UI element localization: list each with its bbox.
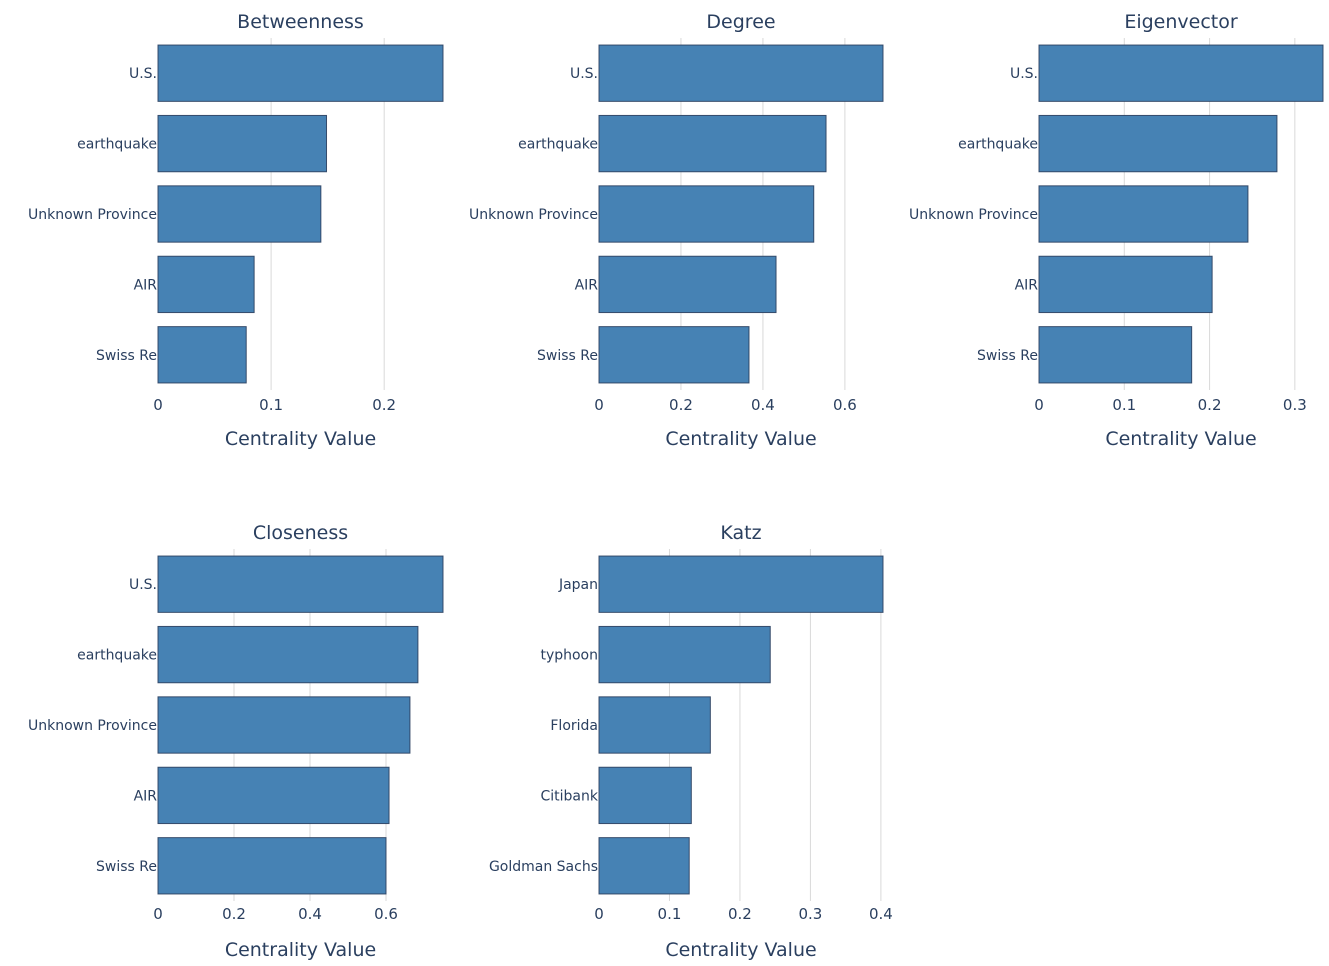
x-tick-label: 0 xyxy=(594,396,604,414)
category-label: Japan xyxy=(558,577,598,593)
x-tick-label: 0.1 xyxy=(658,905,682,923)
category-label: AIR xyxy=(134,277,158,293)
category-label: U.S. xyxy=(129,577,157,593)
x-tick-label: 0 xyxy=(594,905,604,923)
x-tick-label: 0.3 xyxy=(1283,396,1307,414)
category-label: U.S. xyxy=(570,66,598,82)
bar-japan xyxy=(598,555,884,613)
x-axis-title: Centrality Value xyxy=(665,939,816,961)
bar-swiss-re xyxy=(598,326,750,384)
category-label: Florida xyxy=(550,718,598,734)
category-label: Swiss Re xyxy=(977,348,1038,364)
subplot-title: Closeness xyxy=(253,522,348,544)
x-tick-label: 0.4 xyxy=(751,396,775,414)
x-axis-title: Centrality Value xyxy=(225,428,376,450)
x-tick-label: 0.2 xyxy=(222,905,246,923)
category-label: earthquake xyxy=(958,137,1038,153)
bar-citibank xyxy=(598,766,692,825)
subplot-degree: U.S. earthquake Unknown Province AIR Swiss R… xyxy=(469,11,884,450)
bar-air xyxy=(1038,255,1213,314)
category-label: Swiss Re xyxy=(96,348,157,364)
category-label: AIR xyxy=(575,277,599,293)
x-tick-label: 0.1 xyxy=(1112,396,1136,414)
bar-u-s- xyxy=(157,44,444,102)
category-label: Unknown Province xyxy=(28,718,157,734)
category-label: Unknown Province xyxy=(469,207,598,223)
subplot-title: Katz xyxy=(720,522,761,544)
bar-swiss-re xyxy=(1038,326,1193,384)
x-tick-label: 0.4 xyxy=(298,905,322,923)
bar-swiss-re xyxy=(157,837,387,895)
x-tick-label: 0.4 xyxy=(869,905,893,923)
x-axis-title: Centrality Value xyxy=(1105,428,1256,450)
category-label: Citibank xyxy=(541,788,599,804)
x-tick-label: 0 xyxy=(153,396,163,414)
bar-earthquake xyxy=(598,114,827,173)
bar-earthquake xyxy=(157,625,419,684)
subplot-closeness: U.S. earthquake Unknown Province AIR Swiss R… xyxy=(28,522,444,961)
x-tick-label: 0 xyxy=(1034,396,1044,414)
category-label: Swiss Re xyxy=(537,348,598,364)
bar-air xyxy=(157,766,390,825)
category-label: U.S. xyxy=(129,66,157,82)
bar-earthquake xyxy=(1038,114,1278,173)
subplot-katz: Japan typhoon Florida Citibank Goldman Sachs… xyxy=(489,522,893,961)
bar-earthquake xyxy=(157,114,328,173)
bar-unknown-province xyxy=(598,185,815,243)
bar-u-s- xyxy=(157,555,444,613)
x-tick-label: 0.6 xyxy=(374,905,398,923)
category-label: earthquake xyxy=(77,648,157,664)
x-tick-label: 0.2 xyxy=(728,905,752,923)
x-tick-label: 0.6 xyxy=(833,396,857,414)
category-label: Swiss Re xyxy=(96,859,157,875)
subplot-betweenness: U.S. earthquake Unknown Province AIR Swiss R… xyxy=(28,11,444,450)
bar-goldman-sachs xyxy=(598,837,690,895)
category-label: AIR xyxy=(1015,277,1039,293)
x-tick-label: 0.2 xyxy=(372,396,396,414)
x-axis-title: Centrality Value xyxy=(225,939,376,961)
category-label: Unknown Province xyxy=(909,207,1038,223)
subplot-eigenvector: U.S. earthquake Unknown Province AIR Swiss R… xyxy=(909,11,1324,450)
bar-air xyxy=(598,255,777,314)
subplot-title: Eigenvector xyxy=(1124,11,1238,33)
x-axis-title: Centrality Value xyxy=(665,428,816,450)
category-label: AIR xyxy=(134,788,158,804)
bar-swiss-re xyxy=(157,326,247,384)
bar-u-s- xyxy=(598,44,884,102)
bar-unknown-province xyxy=(1038,185,1249,243)
category-label: Goldman Sachs xyxy=(489,859,598,875)
bar-florida xyxy=(598,696,711,754)
x-tick-label: 0.2 xyxy=(1198,396,1222,414)
subplot-title: Degree xyxy=(706,11,775,33)
category-label: U.S. xyxy=(1010,66,1038,82)
bar-u-s- xyxy=(1038,44,1324,102)
subplot-title: Betweenness xyxy=(237,11,364,33)
bar-air xyxy=(157,255,255,314)
bar-unknown-province xyxy=(157,696,411,754)
x-tick-label: 0.2 xyxy=(669,396,693,414)
category-label: typhoon xyxy=(540,648,598,664)
bar-unknown-province xyxy=(157,185,322,243)
x-tick-label: 0 xyxy=(153,905,163,923)
x-tick-label: 0.3 xyxy=(798,905,822,923)
category-label: earthquake xyxy=(77,137,157,153)
category-label: Unknown Province xyxy=(28,207,157,223)
bar-typhoon xyxy=(598,625,771,684)
category-label: earthquake xyxy=(518,137,598,153)
x-tick-label: 0.1 xyxy=(259,396,283,414)
